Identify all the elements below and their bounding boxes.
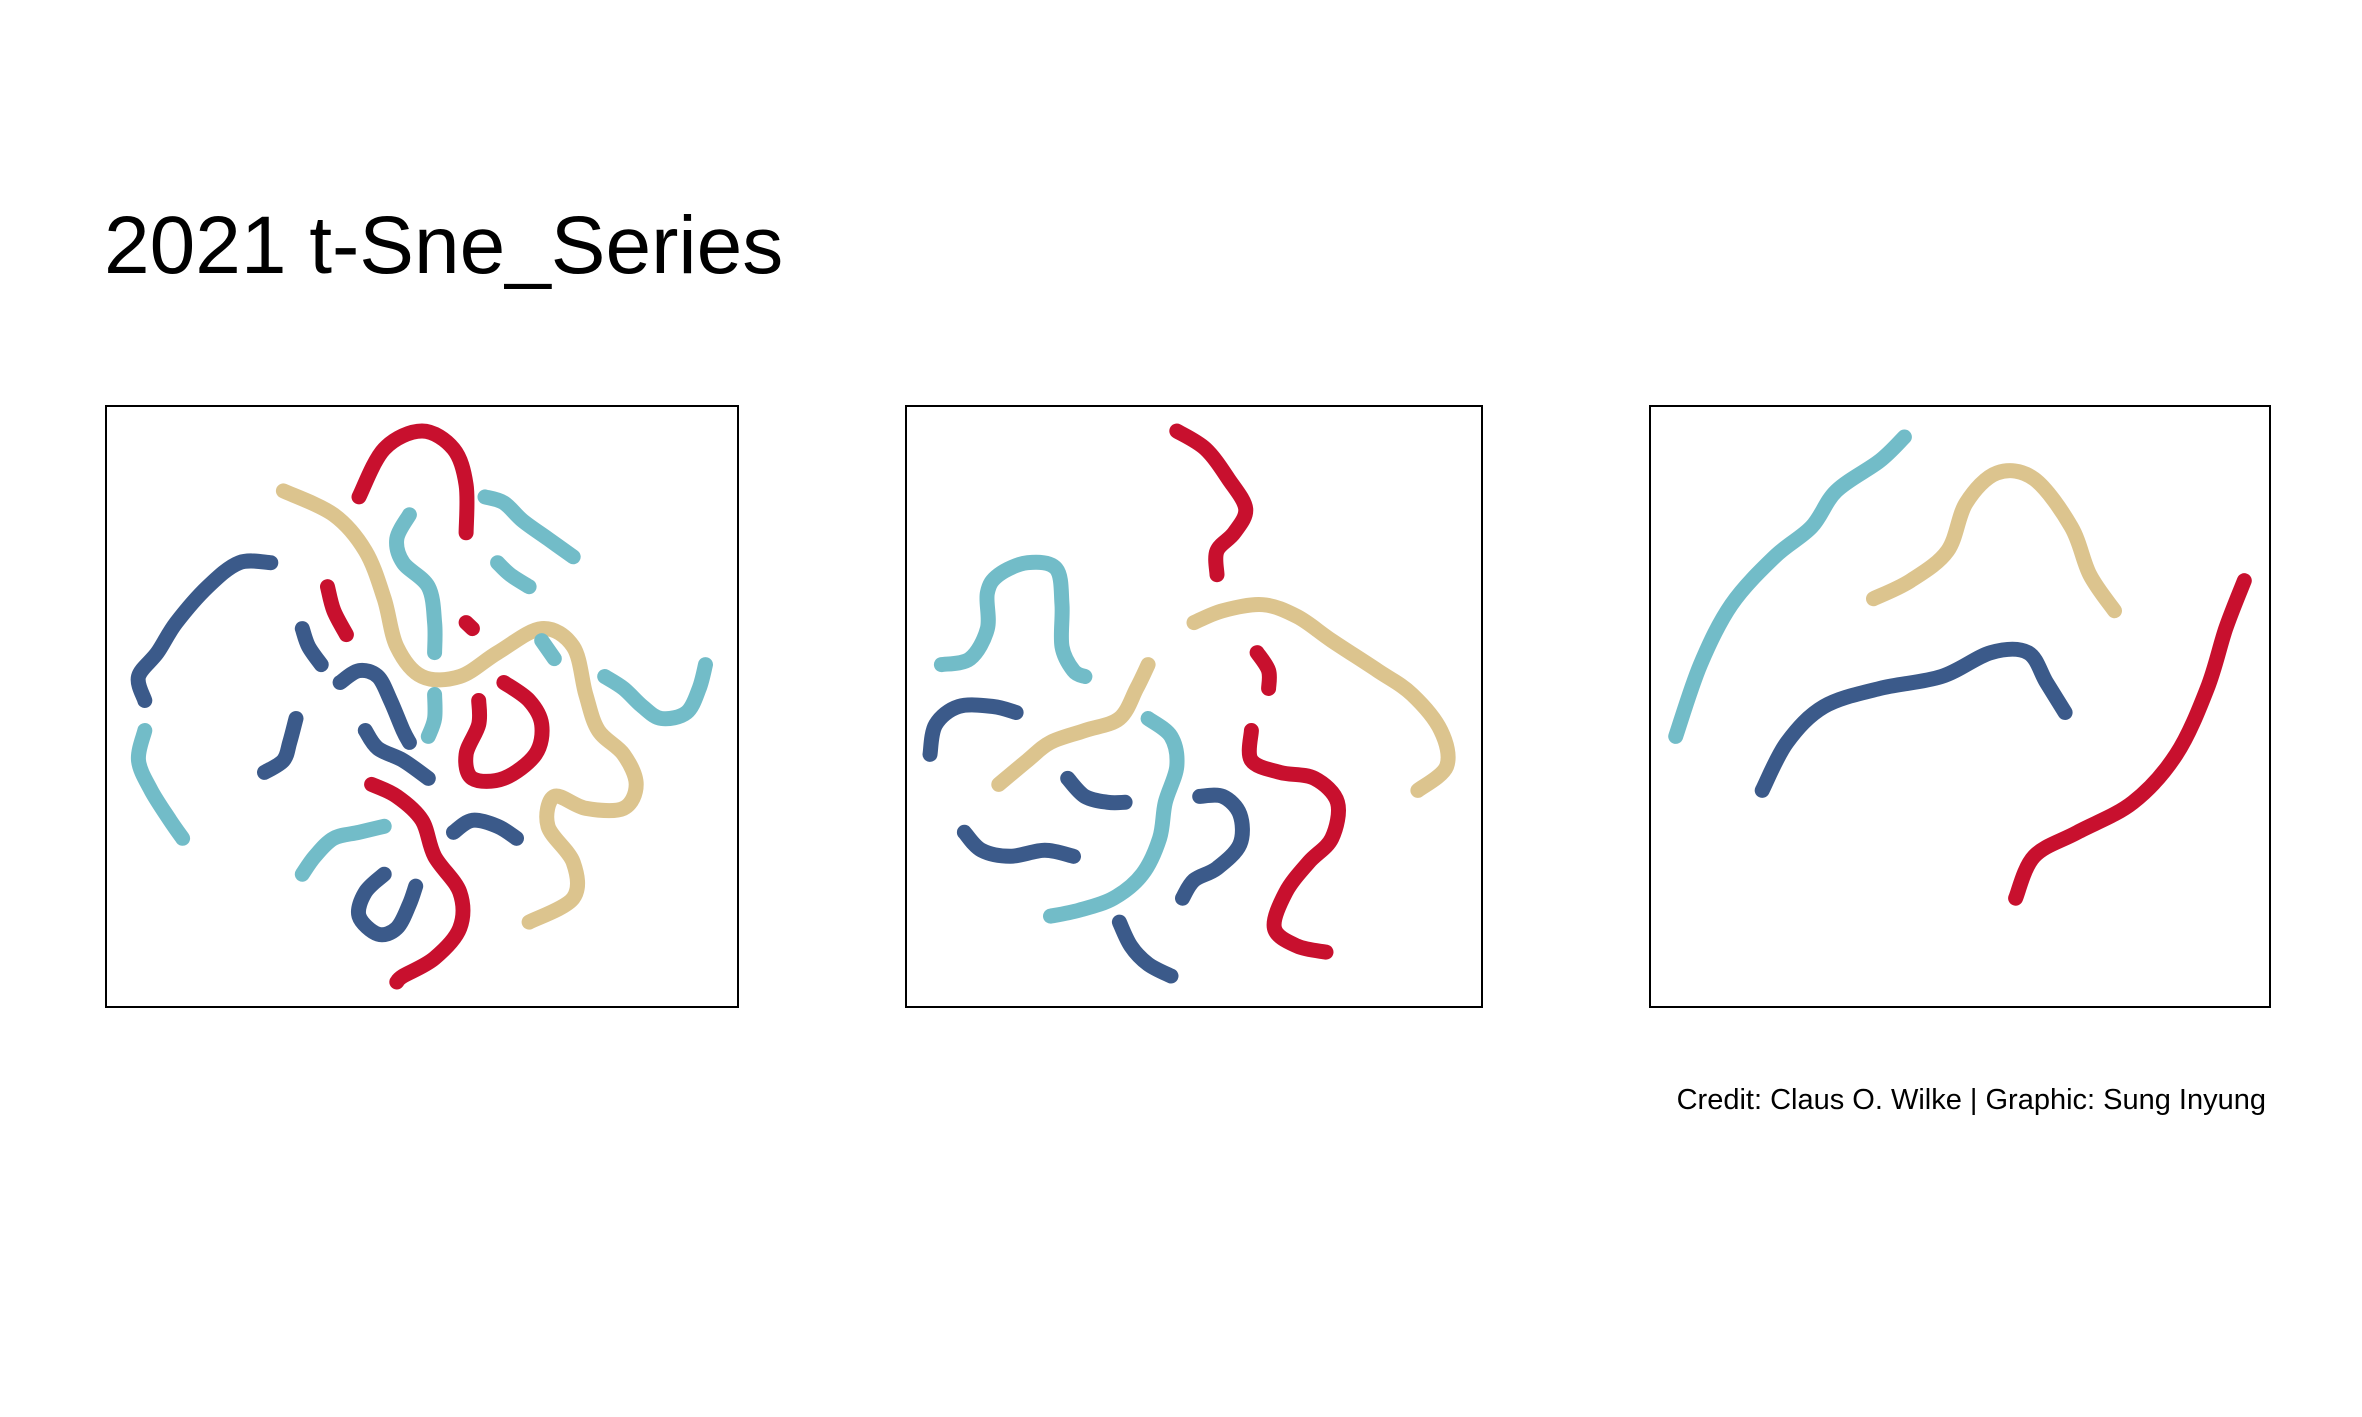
panel-3-series-4-red	[2008, 573, 2252, 906]
panel-1-series-16-navy	[257, 711, 304, 780]
panel-2-series-12-navy	[1111, 914, 1179, 984]
panel-1-plot	[130, 423, 713, 990]
panel-2-series-9-navy	[1060, 770, 1133, 811]
panel-1-series-2-tan	[275, 483, 644, 930]
panel-2-series-3-tan	[1186, 597, 1456, 798]
panel-1-series-7-red	[320, 579, 354, 643]
panel-1-series-18-red	[364, 776, 471, 990]
panel-1-series-10-teal	[534, 633, 562, 667]
panel-2-plot	[922, 423, 1456, 984]
panel-2-series-10-navy	[1175, 787, 1250, 906]
panel-3-series-2-tan	[1866, 463, 2122, 619]
panel-2-series-1-red	[1169, 423, 1254, 583]
panel-3-series-3-navy	[1754, 641, 2073, 798]
panel-1-series-21-navy	[350, 866, 424, 943]
panel-1-series-6-navy	[130, 553, 279, 708]
panel-1-series-11-teal	[597, 657, 713, 727]
panel-3-plot	[1668, 429, 2252, 906]
panel-1-series-4-teal	[477, 489, 581, 565]
panel-1-series-15-teal	[130, 723, 191, 846]
panel-3	[1649, 405, 2271, 1008]
panel-2-series-8-red	[1241, 723, 1346, 960]
panel-1-series-8-red	[458, 615, 480, 637]
panel-2-series-4-red	[1249, 645, 1277, 696]
panel-1-series-1-red	[351, 423, 475, 541]
panel-1-series-17-navy	[357, 723, 436, 786]
chart-title: 2021 t-Sne_Series	[104, 200, 784, 291]
panel-1-series-3-teal	[389, 507, 443, 661]
panel-1-series-19-navy	[446, 812, 524, 846]
panel-2-series-11-navy	[956, 824, 1081, 864]
credit-caption: Credit: Claus O. Wilke | Graphic: Sung I…	[1676, 1084, 2266, 1116]
panel-1-series-20-teal	[294, 818, 392, 882]
panel-1-series-12-navy	[332, 662, 417, 750]
panel-2-series-5-tan	[991, 657, 1156, 792]
panel-2-series-6-navy	[922, 697, 1024, 762]
panel-1-series-14-red	[458, 675, 550, 789]
panel-1-series-13-teal	[420, 687, 443, 744]
panel-2	[905, 405, 1483, 1008]
panel-1-series-9-navy	[294, 621, 329, 673]
panel-3-series-1-teal	[1668, 429, 1912, 744]
panel-1-series-5-teal	[490, 555, 537, 595]
panel-1	[105, 405, 739, 1008]
panel-2-series-2-teal	[933, 554, 1093, 684]
panel-2-series-7-teal	[1043, 711, 1185, 924]
